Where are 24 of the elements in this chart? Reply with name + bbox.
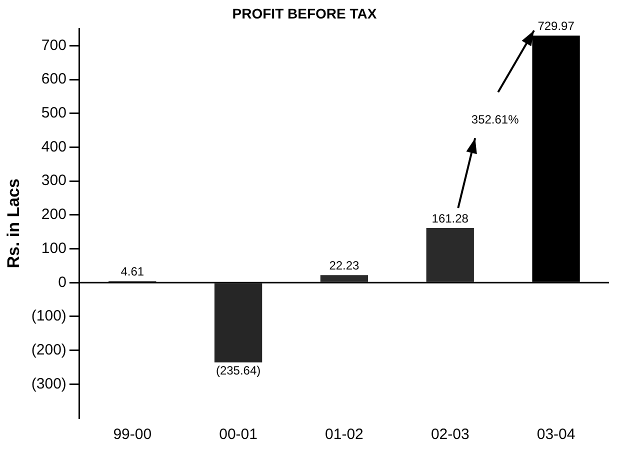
y-tick-label: (200)	[31, 341, 66, 358]
data-label: 22.23	[329, 258, 360, 272]
y-tick-label: 200	[41, 206, 66, 224]
x-tick-label: 02-03	[430, 426, 470, 444]
x-tick-label: 03-04	[536, 426, 576, 444]
y-tick-label: 300	[41, 172, 66, 190]
x-tick-label: 00-01	[219, 426, 258, 444]
y-axis-title: Rs. in Lacs	[4, 178, 23, 268]
y-tick-label: 100	[41, 240, 66, 257]
data-label: 729.97	[538, 18, 575, 33]
chart-title: PROFIT BEFORE TAX	[232, 5, 378, 22]
y-tick-label: 400	[41, 138, 66, 156]
y-tick-label: (300)	[31, 375, 66, 392]
y-tick-label: 600	[41, 70, 66, 88]
y-tick-label: (100)	[31, 308, 66, 325]
data-label: 4.61	[120, 264, 144, 278]
y-tick-label: 0	[58, 274, 66, 291]
data-label: (235.64)	[216, 364, 261, 378]
y-tick-label: 500	[41, 104, 66, 122]
y-tick-label: 700	[41, 36, 66, 54]
x-tick-label: 99-00	[113, 426, 152, 444]
data-label: 161.28	[432, 211, 469, 226]
annotation: 352.61%	[471, 112, 520, 126]
x-tick-label: 01-02	[325, 426, 364, 444]
